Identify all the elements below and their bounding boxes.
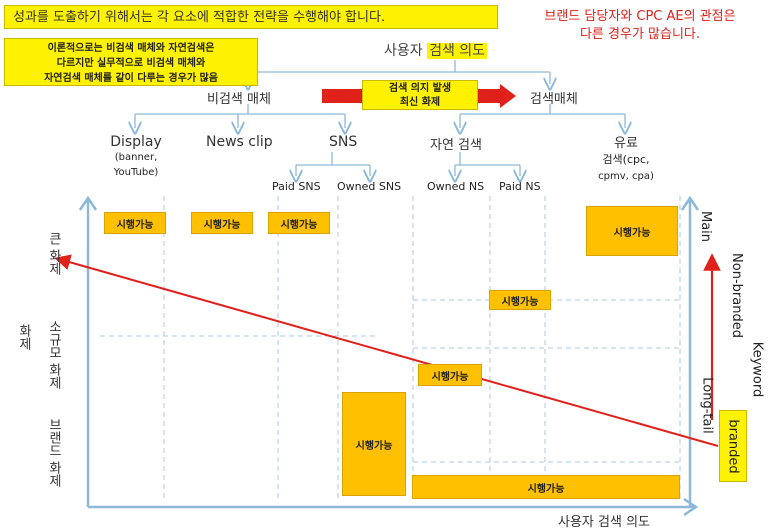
branch-non-search-media: 비검색 매체 — [207, 92, 271, 107]
category-display-title: Display — [110, 134, 162, 150]
y-axis-big-topic: 큰 화제 — [46, 232, 61, 276]
category-paid-sub2: cpmv, cpa) — [598, 171, 654, 182]
category-paid-search: 유료 검색(cpc, cpmv, cpa) — [588, 132, 664, 185]
right-axis-keyword-text: Keyword — [749, 341, 765, 397]
feasible-tag-owned-sns: 시행가능 — [342, 392, 406, 496]
right-axis-nonbranded-text: Non-branded — [728, 252, 744, 338]
root-node-prefix: 사용자 — [384, 43, 423, 59]
feasible-tag-search-brand: 시행가능 — [412, 475, 680, 499]
practice-note: 이론적으로는 비검색 매체와 자연검색은 다르지만 실무적으로 비검색 매체와 … — [4, 38, 258, 86]
feasible-tag-paid-sns: 시행가능 — [268, 212, 330, 234]
subcategory-paid-ns: Paid NS — [499, 180, 541, 193]
practice-note-line2: 다르지만 실무적으로 비검색 매체와 — [56, 58, 206, 69]
branch-search-media: 검색매체 — [530, 92, 578, 107]
strategy-banner: 성과를 도출하기 위해서는 각 요소에 적합한 전략을 수행해야 합니다. — [4, 5, 498, 29]
perspective-note-line2: 다른 경우가 많습니다. — [579, 27, 701, 42]
subcategory-paid-sns: Paid SNS — [272, 180, 321, 193]
search-trigger-line1: 검색 의지 발생 — [388, 83, 452, 94]
right-axis-longtail-text: Long-tail — [699, 376, 715, 434]
category-display: Display (banner, YouTube) — [104, 134, 168, 180]
category-paid-title: 유료 — [614, 136, 638, 151]
right-axis-main: Main — [684, 204, 728, 248]
subcategory-owned-ns: Owned NS — [427, 180, 485, 193]
root-node-user-intent: 사용자 검색 의도 — [384, 40, 488, 60]
y-axis-brand-topic: 브랜드 화제 — [46, 418, 61, 488]
search-trigger-line2: 최신 화제 — [399, 97, 441, 108]
y-axis-title: 화제 — [16, 324, 31, 350]
category-news-clip: News clip — [206, 134, 273, 150]
right-axis-branded-text: branded — [725, 418, 741, 474]
feasible-tag-news-clip: 시행가능 — [191, 212, 253, 234]
category-display-sub1: (banner, — [114, 152, 158, 163]
feasible-tag-paid-search: 시행가능 — [586, 206, 678, 256]
category-paid-sub1: 검색(cpc, — [602, 153, 650, 166]
right-axis-branded-box: branded — [719, 410, 747, 482]
right-axis-nonbranded: Non-branded — [693, 252, 768, 338]
search-trigger-box: 검색 의지 발생 최신 화제 — [362, 80, 478, 110]
perspective-note-line1: 브랜드 담당자와 CPC AE의 관점은 — [544, 9, 736, 24]
right-axis-keyword: Keyword — [722, 334, 768, 404]
feasible-tag-organic-small: 시행가능 — [418, 364, 482, 386]
category-display-sub2: YouTube) — [113, 167, 159, 178]
root-node-highlight: 검색 의도 — [427, 43, 488, 59]
y-axis-small-topic: 소규모 화제 — [46, 320, 61, 390]
subcategory-owned-sns: Owned SNS — [337, 180, 402, 193]
feasible-tag-paid-ns: 시행가능 — [489, 290, 551, 310]
x-axis-label: 사용자 검색 의도 — [558, 515, 650, 530]
right-axis-main-text: Main — [698, 210, 714, 242]
category-organic-search: 자연 검색 — [430, 138, 482, 153]
perspective-note: 브랜드 담당자와 CPC AE의 관점은 다른 경우가 많습니다. — [516, 8, 764, 44]
practice-note-line1: 이론적으로는 비검색 매체와 자연검색은 — [47, 43, 215, 54]
feasible-tag-display: 시행가능 — [104, 212, 166, 234]
practice-note-line3: 자연검색 매체를 같이 다루는 경우가 많음 — [44, 73, 218, 84]
category-sns: SNS — [329, 134, 358, 150]
